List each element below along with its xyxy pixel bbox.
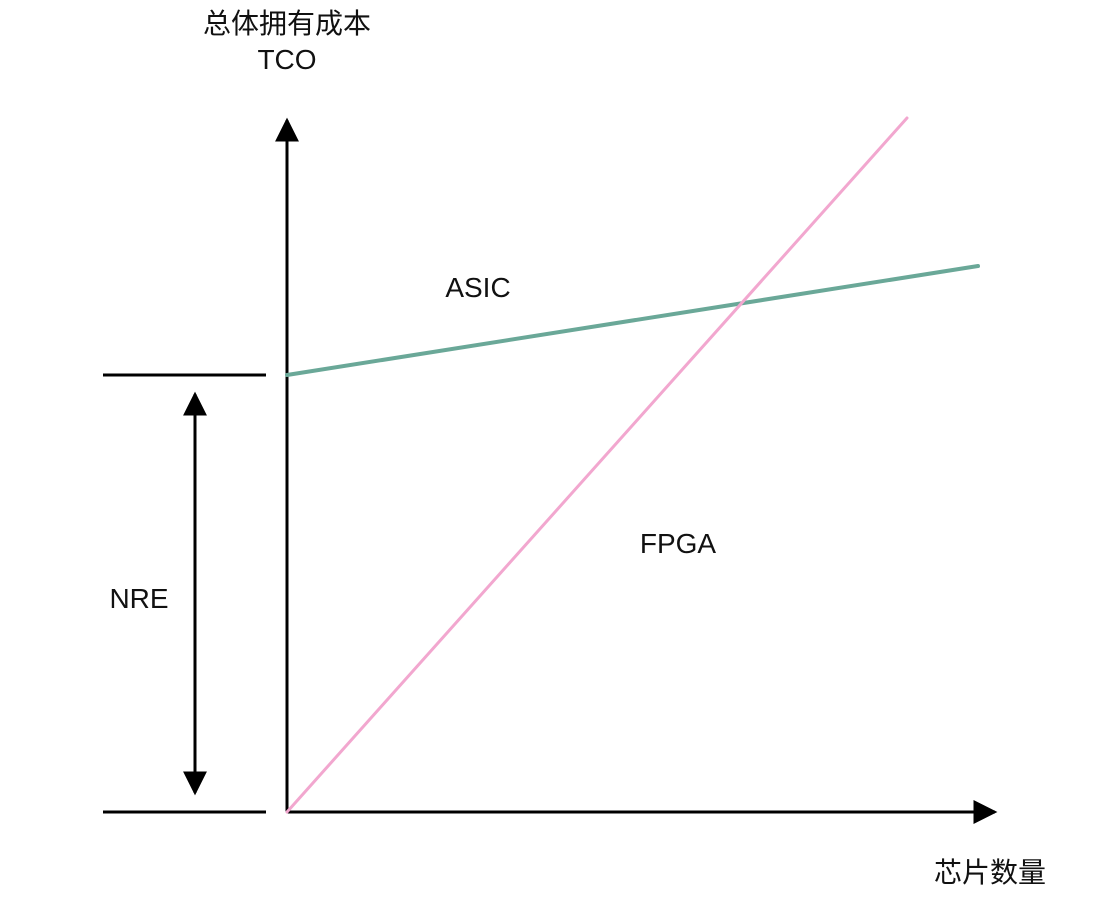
nre-label: NRE	[109, 583, 168, 614]
asic-series-label: ASIC	[445, 272, 510, 303]
y-axis-title-line-1: 总体拥有成本	[203, 8, 371, 39]
fpga-series-line	[285, 116, 909, 814]
asic-series-line	[285, 264, 980, 377]
fpga-series-label: FPGA	[640, 528, 717, 559]
x-axis-title: 芯片数量	[934, 857, 1046, 888]
y-axis-title-line-2: TCO	[257, 44, 316, 75]
